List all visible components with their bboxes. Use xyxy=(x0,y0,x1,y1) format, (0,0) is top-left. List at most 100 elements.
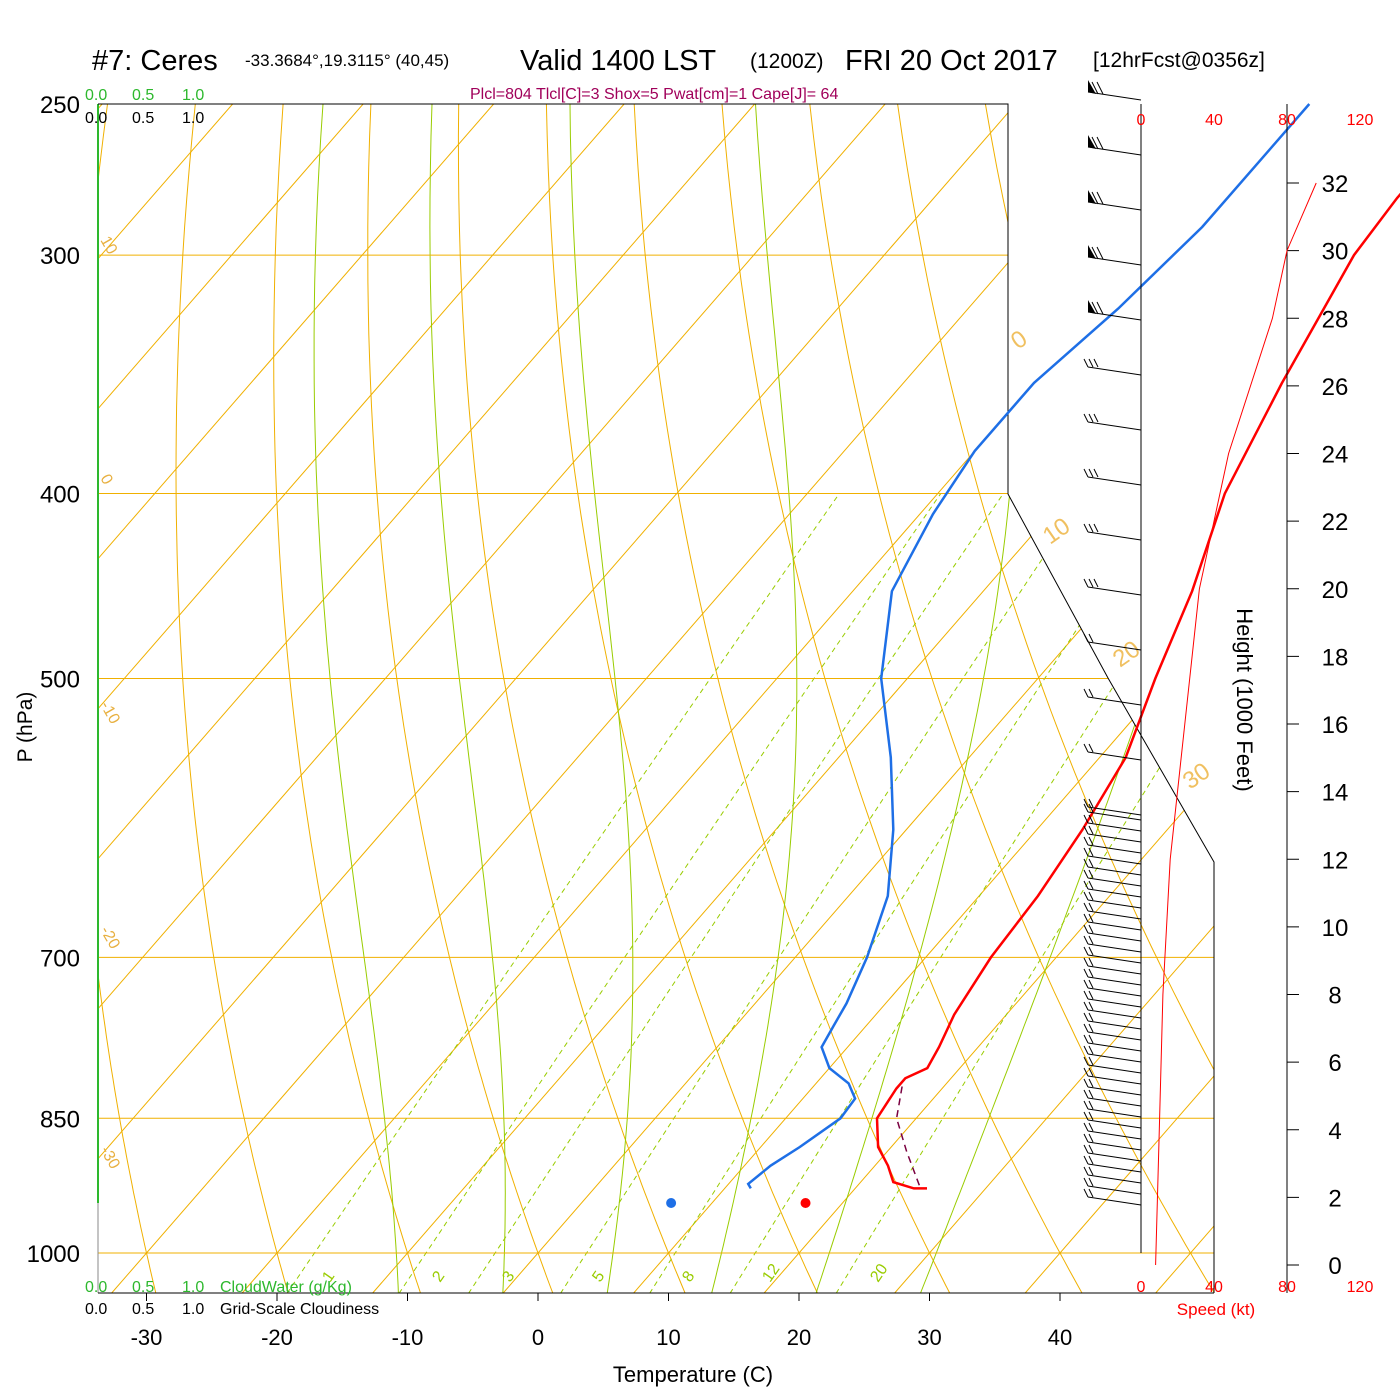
station-coords: -33.3684°,19.3115° (40,45) xyxy=(245,51,449,70)
wind-barb-flag xyxy=(1091,136,1099,150)
wind-barb-flag xyxy=(1096,136,1104,150)
wind-barb-flag xyxy=(1088,814,1094,824)
wind-barb-shaft xyxy=(1087,586,1142,596)
wind-barb-shaft xyxy=(1087,1119,1142,1129)
wind-barb-flag xyxy=(1088,1144,1094,1154)
wind-barb-flag xyxy=(1083,1122,1089,1132)
height-tick-label: 28 xyxy=(1322,306,1349,333)
wind-barb-flag xyxy=(1088,633,1094,643)
wind-barb-flag xyxy=(1088,578,1094,588)
wind-barb-flag xyxy=(1088,825,1094,835)
temperature-tick-label: -30 xyxy=(131,1325,163,1350)
wind-barb-flag xyxy=(1096,301,1104,315)
wind-barb-flag xyxy=(1091,81,1099,95)
wind-barb-flag xyxy=(1083,743,1089,753)
wind-barb-flag xyxy=(1083,1133,1089,1143)
dry-adiabat-line xyxy=(545,104,819,1293)
wind-barb-flag xyxy=(1088,935,1094,945)
dry-adiabat-line xyxy=(367,104,554,1293)
height-tick-label: 4 xyxy=(1328,1118,1341,1145)
wind-barb-shaft xyxy=(1087,1042,1142,1052)
wind-barb-flag xyxy=(1083,891,1089,901)
wind-barb-flag xyxy=(1088,957,1094,967)
wind-barb-flag xyxy=(1083,1045,1089,1055)
wind-barb-flag xyxy=(1083,979,1089,989)
wind-barb-flag xyxy=(1088,743,1094,753)
wind-barb-shaft xyxy=(1087,844,1142,854)
wind-barb-flag xyxy=(1088,1045,1094,1055)
wind-barbs xyxy=(1083,80,1142,1206)
wind-barb-flag xyxy=(1083,1023,1089,1033)
wind-barb-flag xyxy=(1083,1067,1089,1077)
background-lines xyxy=(98,104,1214,1293)
wind-barb-flag xyxy=(1088,798,1094,808)
moist-adiabat-line xyxy=(815,104,1020,1293)
wind-barb-flag xyxy=(1088,902,1094,912)
isotherm-line xyxy=(98,104,495,1293)
cloudiness-scale-top-1: 0.5 xyxy=(132,110,154,127)
wind-barb-shaft xyxy=(1087,1196,1142,1206)
wind-barb-flag xyxy=(1088,847,1094,857)
mixing-ratio-line xyxy=(729,493,1214,1293)
dry-adiabat-label: 0 xyxy=(97,472,116,488)
wind-barb-flag xyxy=(1083,869,1089,879)
wind-barb-shaft xyxy=(1087,965,1142,975)
moist-adiabat-line xyxy=(919,104,1214,1293)
wind-barb-flag xyxy=(1093,468,1099,478)
cloudwater-scale-bottom-0: 0.0 xyxy=(85,1279,107,1296)
wind-barb-flag xyxy=(1083,935,1089,945)
wind-barb-shaft xyxy=(1087,696,1142,706)
wind-barb-shaft xyxy=(1087,932,1142,942)
isotherm-line xyxy=(1024,104,1214,1293)
wind-barb-shaft xyxy=(1087,1130,1142,1140)
pressure-tick-label: 1000 xyxy=(27,1241,80,1268)
wind-barb-flag xyxy=(1083,1012,1089,1022)
wind-barb-shaft xyxy=(1087,987,1142,997)
mixing-ratio-label: 3 xyxy=(499,1268,518,1285)
wind-barb-shaft xyxy=(1087,366,1142,376)
wind-barb-flag xyxy=(1096,81,1104,95)
wind-barb-flag xyxy=(1083,814,1089,824)
wind-barb-shaft xyxy=(1087,1163,1142,1173)
wind-barb-flag xyxy=(1093,578,1099,588)
height-tick-label: 32 xyxy=(1322,171,1349,198)
temperature-tick-label: 20 xyxy=(787,1325,811,1350)
wind-barb-pennant xyxy=(1088,300,1096,314)
wind-barb-flag xyxy=(1088,858,1094,868)
wind-barb-flag xyxy=(1088,1122,1094,1132)
wind-barb-flag xyxy=(1088,913,1094,923)
wind-barb-flag xyxy=(1091,191,1099,205)
wind-barb-flag xyxy=(1083,825,1089,835)
temperature-tick-label: -20 xyxy=(261,1325,293,1350)
wind-barb-shaft xyxy=(1087,855,1142,865)
parcel-trace xyxy=(895,1086,922,1189)
wind-barb-flag xyxy=(1083,836,1089,846)
cloudwater-label: CloudWater (g/Kg) xyxy=(220,1279,352,1296)
dry-adiabat-line xyxy=(98,104,157,1293)
wind-barb-shaft xyxy=(1087,1053,1142,1063)
cloudiness-scale-top-2: 1.0 xyxy=(182,110,204,127)
wind-barb-flag xyxy=(1083,578,1089,588)
wind-barb-shaft xyxy=(1087,1086,1142,1096)
wind-barb-flag xyxy=(1083,1100,1089,1110)
wind-barb-shaft xyxy=(1087,641,1142,651)
wind-barb-flag xyxy=(1088,1100,1094,1110)
wind-barb-shaft xyxy=(1087,921,1142,931)
cloudwater-scale-top-1: 0.5 xyxy=(132,87,154,104)
temperature-tick-label: -10 xyxy=(392,1325,424,1350)
wind-barb-flag xyxy=(1096,191,1104,205)
pressure-tick-label: 850 xyxy=(40,1106,80,1133)
wind-barb-shaft xyxy=(1087,1185,1142,1195)
dry-adiabat-label: 0 xyxy=(1006,325,1032,355)
wind-barb-flag xyxy=(1088,836,1094,846)
wind-barb-flag xyxy=(1083,1166,1089,1176)
wind-barb-flag xyxy=(1083,468,1089,478)
wind-barb-flag xyxy=(1083,1078,1089,1088)
wind-barb-shaft xyxy=(1087,311,1142,321)
wind-barb-flag xyxy=(1083,1188,1089,1198)
wind-barb-shaft xyxy=(1087,866,1142,876)
wind-barb-shaft xyxy=(1087,91,1142,101)
mixing-ratio-label: 5 xyxy=(589,1268,608,1285)
wind-barb-flag xyxy=(1083,858,1089,868)
